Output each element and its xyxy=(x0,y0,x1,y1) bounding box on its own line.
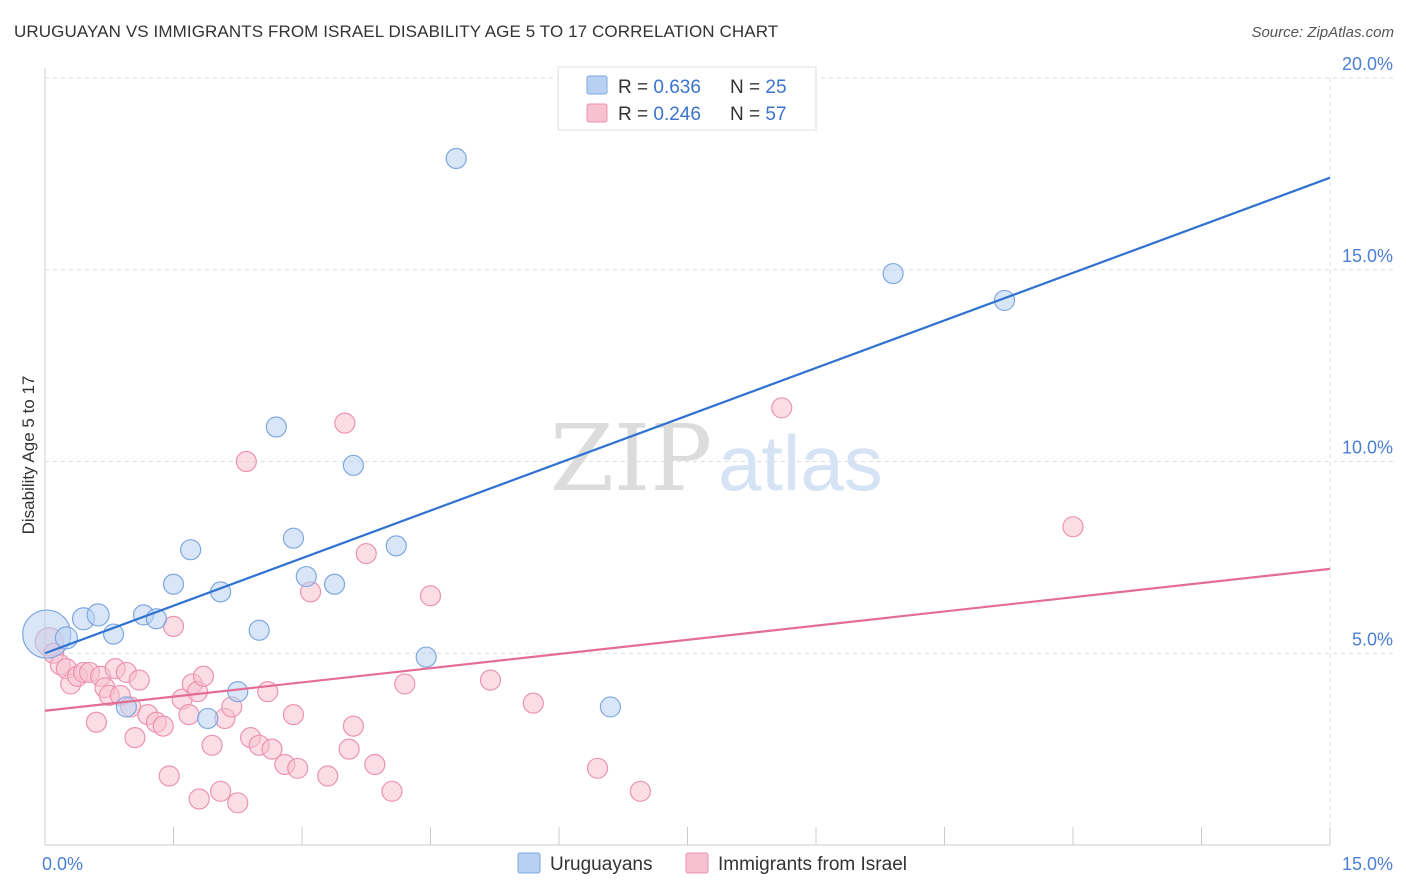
legend-n-value: 25 xyxy=(765,77,786,98)
legend-row-uruguayans-n: N = 25 xyxy=(730,77,787,98)
point-uruguayans xyxy=(248,619,270,641)
legend-r-label: R = xyxy=(618,77,653,98)
legend-swatch-uruguayans xyxy=(586,75,608,95)
y-tick-label: 5.0% xyxy=(1352,629,1393,649)
point-israel xyxy=(178,704,200,726)
point-israel xyxy=(479,669,502,691)
bottom-legend-uruguayans: Uruguayans xyxy=(550,854,652,875)
watermark-atlas: atlas xyxy=(718,419,883,507)
point-uruguayans xyxy=(385,535,407,557)
y-tick-label: 20.0% xyxy=(1342,54,1393,74)
bottom-legend-swatch-israel xyxy=(685,852,709,874)
x-tick-label-max: 15.0% xyxy=(1342,854,1393,874)
watermark-zip: ZIP xyxy=(550,405,712,512)
point-israel xyxy=(261,738,283,760)
trend-line-israel xyxy=(44,567,1331,712)
point-israel xyxy=(227,792,249,814)
x-tick-label-min: 0.0% xyxy=(42,854,83,874)
point-israel xyxy=(152,715,174,737)
point-uruguayans xyxy=(282,527,305,549)
point-uruguayans xyxy=(227,680,249,703)
point-uruguayans xyxy=(445,147,467,170)
point-uruguayans xyxy=(599,696,622,718)
point-israel xyxy=(419,585,442,607)
point-israel xyxy=(287,757,309,779)
bottom-legend: Uruguayans Immigrants from Israel xyxy=(517,852,907,875)
point-israel xyxy=(586,757,609,779)
point-uruguayans xyxy=(86,603,110,627)
legend-r-value: 0.246 xyxy=(653,104,701,125)
legend-n-label: N = xyxy=(730,77,765,98)
point-israel xyxy=(381,780,403,802)
point-israel xyxy=(85,711,108,733)
point-israel xyxy=(394,673,416,695)
watermark: ZIP atlas xyxy=(550,405,883,512)
trend-lines xyxy=(44,176,1331,712)
point-israel xyxy=(522,692,544,714)
point-israel xyxy=(128,669,150,691)
point-israel xyxy=(771,397,793,419)
point-israel xyxy=(192,665,215,687)
point-israel xyxy=(338,738,360,760)
legend-row-israel-n: N = 57 xyxy=(730,104,787,125)
point-israel xyxy=(334,412,356,434)
legend-n-label: N = xyxy=(730,104,765,125)
point-israel xyxy=(158,765,180,787)
point-israel xyxy=(210,780,232,802)
point-israel xyxy=(317,765,339,787)
point-israel xyxy=(355,542,377,565)
legend-n-value: 57 xyxy=(765,104,786,125)
legend-row-israel: R = 0.246 xyxy=(618,104,701,125)
y-tick-label: 10.0% xyxy=(1342,438,1393,458)
point-uruguayans xyxy=(323,573,346,595)
top-legend: R = 0.636 N = 25 R = 0.246 N = 57 xyxy=(557,66,817,131)
legend-r-value: 0.636 xyxy=(653,77,701,98)
tick-labels: 5.0% 10.0% 15.0% 20.0% 0.0% 15.0% xyxy=(42,54,1393,874)
axes xyxy=(44,68,1331,846)
chart-title: URUGUAYAN VS IMMIGRANTS FROM ISRAEL DISA… xyxy=(14,22,779,41)
point-uruguayans xyxy=(882,262,904,285)
trend-line-uruguayans xyxy=(44,176,1331,655)
point-israel xyxy=(235,450,257,473)
bottom-legend-swatch-uruguayans xyxy=(517,852,541,874)
point-uruguayans xyxy=(197,707,219,730)
point-uruguayans xyxy=(295,565,317,588)
point-israel xyxy=(1062,516,1084,538)
point-uruguayans xyxy=(342,454,364,476)
point-israel xyxy=(629,780,651,802)
point-uruguayans xyxy=(162,573,185,595)
point-uruguayans xyxy=(265,416,287,438)
point-israel xyxy=(188,788,210,810)
y-axis-label: Disability Age 5 to 17 xyxy=(19,376,38,535)
point-uruguayans xyxy=(180,539,202,561)
point-israel xyxy=(124,727,146,749)
data-points xyxy=(22,147,1084,814)
legend-r-label: R = xyxy=(618,104,653,125)
legend-swatch-israel xyxy=(586,103,608,123)
bottom-legend-israel: Immigrants from Israel xyxy=(718,854,907,875)
point-israel xyxy=(342,715,364,737)
point-israel xyxy=(282,704,305,726)
point-uruguayans xyxy=(415,646,437,668)
chart-source: Source: ZipAtlas.com xyxy=(1251,24,1394,41)
point-israel xyxy=(201,734,223,756)
y-tick-label: 15.0% xyxy=(1342,246,1393,266)
point-israel xyxy=(364,753,386,776)
legend-row-uruguayans: R = 0.636 xyxy=(618,77,701,98)
